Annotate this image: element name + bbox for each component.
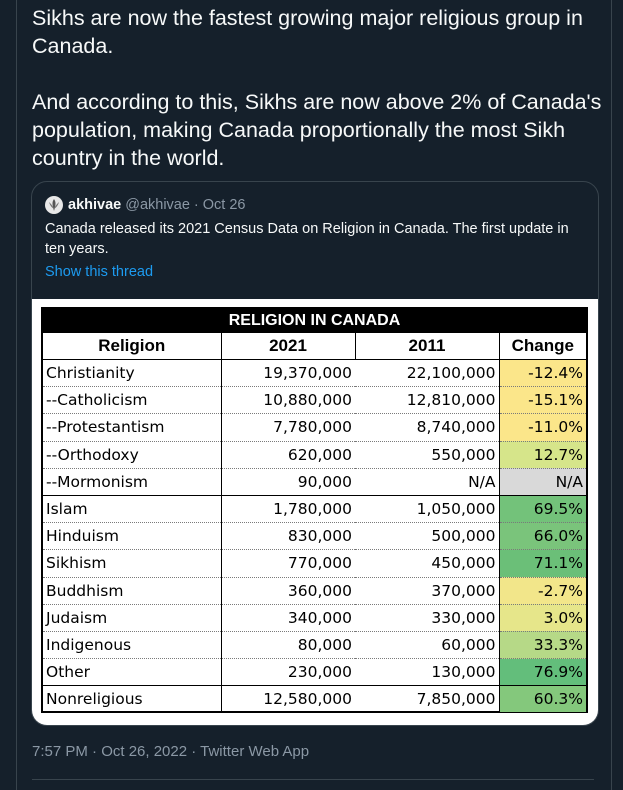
cell-2021: 230,000 [221, 658, 355, 687]
quoted-author-handle: @akhivae [125, 197, 190, 213]
cell-2011: 22,100,000 [355, 359, 499, 388]
cell-2021: 90,000 [221, 468, 355, 496]
table-row: --Catholicism 10,880,000 12,810,000 -15.1% [43, 386, 586, 415]
cell-2011: 550,000 [355, 441, 499, 469]
cell-religion: Indigenous [43, 631, 222, 660]
table-row: Nonreligious 12,580,000 7,850,000 60.3% [43, 685, 586, 713]
cell-2011: 7,850,000 [355, 685, 499, 713]
header-2021: 2021 [221, 333, 356, 360]
avatar[interactable] [45, 196, 63, 214]
cell-2011: N/A [355, 468, 499, 496]
cell-religion: --Protestantism [43, 413, 222, 442]
table-row: --Orthodoxy 620,000 550,000 12.7% [43, 441, 586, 469]
cell-2021: 830,000 [221, 522, 355, 551]
cell-2021: 19,370,000 [221, 359, 355, 388]
cell-religion: Hinduism [43, 522, 222, 551]
header-religion: Religion [43, 333, 222, 360]
cell-change: 12.7% [498, 441, 586, 469]
cell-2011: 8,740,000 [355, 413, 499, 442]
cell-2021: 340,000 [221, 604, 355, 632]
cell-2011: 450,000 [355, 549, 499, 578]
cell-2021: 7,780,000 [221, 413, 355, 442]
table-row: Christianity 19,370,000 22,100,000 -12.4% [43, 359, 586, 388]
cell-change: 76.9% [498, 658, 586, 687]
show-thread-link[interactable]: Show this thread [45, 264, 154, 280]
cell-change: 33.3% [498, 631, 586, 660]
cell-religion: --Orthodoxy [43, 441, 222, 469]
tweet-timestamp[interactable]: 7:57 PM · Oct 26, 2022 · Twitter Web App [32, 743, 310, 760]
cell-2021: 12,580,000 [221, 685, 355, 713]
quoted-tweet-text: Canada released its 2021 Census Data on … [45, 221, 569, 257]
cell-2011: 330,000 [355, 604, 499, 632]
cell-change: 60.3% [498, 685, 586, 713]
cell-religion: Sikhism [43, 549, 222, 578]
table-row: Indigenous 80,000 60,000 33.3% [43, 631, 586, 660]
cell-religion: Other [43, 658, 222, 687]
cell-change: -11.0% [498, 413, 586, 442]
cell-2011: 500,000 [355, 522, 499, 551]
table-header-row: Religion 2021 2011 Change [43, 333, 586, 360]
header-change: Change [511, 336, 574, 355]
cell-change: N/A [498, 468, 586, 496]
cell-2021: 620,000 [221, 441, 355, 469]
cell-change: -15.1% [498, 386, 586, 415]
cell-2021: 360,000 [221, 577, 355, 605]
cell-change: -2.7% [498, 577, 586, 605]
divider [32, 779, 594, 780]
table-row: Other 230,000 130,000 76.9% [43, 658, 586, 687]
cell-change: 66.0% [498, 522, 586, 551]
data-table: Religion 2021 2011 Change Christianity 19… [43, 333, 586, 713]
table-row: Judaism 340,000 330,000 3.0% [43, 604, 586, 632]
cell-religion: --Catholicism [43, 386, 222, 415]
quoted-image[interactable]: RELIGION IN CANADA Religion 2021 2011 Ch… [32, 299, 598, 725]
table-row: Sikhism 770,000 450,000 71.1% [43, 549, 586, 578]
cell-2011: 60,000 [355, 631, 499, 660]
cell-religion: Judaism [43, 604, 222, 632]
avatar-icon [49, 199, 59, 211]
tweet-text: Sikhs are now the fastest growing major … [32, 4, 607, 172]
cell-2011: 12,810,000 [355, 386, 499, 415]
cell-2011: 1,050,000 [355, 495, 499, 524]
cell-change: -12.4% [498, 359, 586, 388]
cell-change: 71.1% [498, 549, 586, 578]
tweet-text-paragraph-2: And according to this, Sikhs are now abo… [32, 90, 602, 170]
table-row: --Mormonism 90,000 N/A N/A [43, 468, 586, 496]
tweet-frame [16, 0, 612, 790]
cell-2011: 130,000 [355, 658, 499, 687]
cell-2021: 80,000 [221, 631, 355, 660]
table-row: Buddhism 360,000 370,000 -2.7% [43, 577, 586, 605]
cell-2021: 1,780,000 [221, 495, 355, 524]
table-row: Islam 1,780,000 1,050,000 69.5% [43, 495, 586, 524]
cell-2021: 10,880,000 [221, 386, 355, 415]
quoted-tweet[interactable]: akhivae @akhivae · Oct 26 Canada release… [31, 181, 599, 726]
cell-change: 3.0% [498, 604, 586, 632]
cell-religion: Islam [43, 495, 222, 524]
quoted-tweet-header: akhivae @akhivae · Oct 26 [45, 196, 245, 214]
table-body: Christianity 19,370,000 22,100,000 -12.4% --… [43, 359, 586, 713]
separator-dot: · [193, 197, 199, 213]
header-2011: 2011 [355, 333, 500, 360]
cell-religion: Buddhism [43, 577, 222, 605]
religion-table: RELIGION IN CANADA Religion 2021 2011 Ch… [41, 307, 588, 713]
table-title: RELIGION IN CANADA [43, 309, 586, 333]
cell-religion: --Mormonism [43, 468, 222, 496]
quoted-author-name[interactable]: akhivae [68, 197, 122, 213]
cell-religion: Christianity [43, 359, 222, 388]
cell-2011: 370,000 [355, 577, 499, 605]
table-row: --Protestantism 7,780,000 8,740,000 -11.0% [43, 413, 586, 442]
cell-2021: 770,000 [221, 549, 355, 578]
table-row: Hinduism 830,000 500,000 66.0% [43, 522, 586, 551]
cell-change: 69.5% [498, 495, 586, 524]
cell-religion: Nonreligious [43, 685, 222, 713]
tweet-text-paragraph-1: Sikhs are now the fastest growing major … [32, 6, 583, 58]
quoted-date[interactable]: Oct 26 [202, 197, 246, 213]
